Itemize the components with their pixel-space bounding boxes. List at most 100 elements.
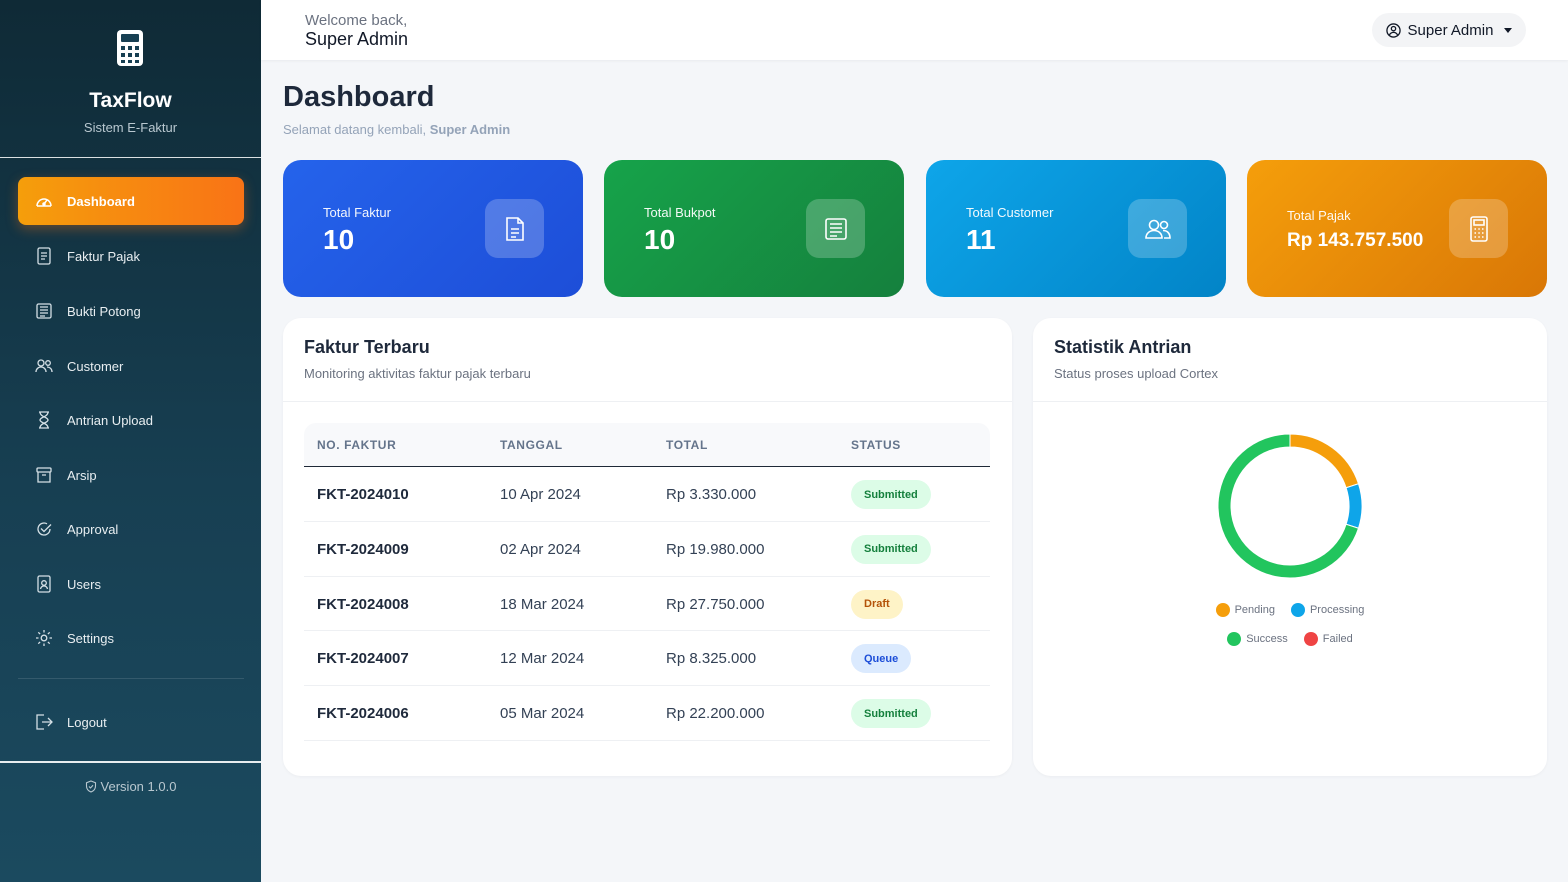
stat-card-total-customer[interactable]: Total Customer 11 — [926, 160, 1226, 297]
topbar: Welcome back, Super Admin Super Admin — [261, 0, 1568, 60]
stat-value: 11 — [966, 224, 996, 255]
queue-stats-panel: Statistik Antrian Status proses upload C… — [1033, 318, 1547, 776]
brand-subtitle: Sistem E-Faktur — [83, 120, 178, 135]
page-subtitle-name: Super Admin — [429, 122, 511, 137]
document-icon — [485, 199, 544, 258]
sidebar-item-settings[interactable]: Settings — [18, 614, 244, 662]
queue-donut-chart — [1217, 433, 1363, 579]
sidebar-item-label: Dashboard — [67, 193, 135, 209]
hourglass-icon — [35, 411, 53, 429]
table-row[interactable]: FKT-2024009 02 Apr 2024 Rp 19.980.000 Su… — [304, 522, 990, 577]
archive-icon — [35, 466, 53, 484]
user-menu-dropdown[interactable]: Super Admin — [1372, 13, 1526, 47]
sidebar-item-label: Faktur Pajak — [67, 248, 140, 264]
sidebar-item-users[interactable]: Users — [18, 560, 244, 608]
column-header: TANGGAL — [500, 438, 563, 452]
panel-title: Faktur Terbaru — [304, 337, 430, 357]
sidebar-item-dashboard[interactable]: Dashboard — [18, 177, 244, 225]
gear-icon — [35, 629, 53, 647]
check-circle-icon — [35, 520, 53, 538]
logout-button[interactable]: Logout — [18, 698, 244, 746]
version-label: Version 1.0.0 — [100, 779, 177, 794]
legend-label: Success — [1246, 633, 1288, 645]
panel-subtitle: Monitoring aktivitas faktur pajak terbar… — [304, 366, 531, 381]
legend-swatch — [1290, 603, 1305, 617]
sidebar-item-label: Users — [67, 576, 101, 592]
calculator-icon — [1449, 199, 1508, 258]
receipt-icon — [35, 302, 53, 320]
status-badge: Draft — [851, 589, 903, 619]
donut-slice-pending[interactable] — [1289, 433, 1360, 489]
welcome-text: Welcome back, — [305, 12, 408, 29]
shield-icon — [85, 780, 96, 793]
sidebar-item-antrian-upload[interactable]: Antrian Upload — [18, 396, 244, 444]
table-row[interactable]: FKT-2024008 18 Mar 2024 Rp 27.750.000 Dr… — [304, 577, 990, 632]
legend-swatch — [1303, 632, 1318, 646]
stat-value: 10 — [644, 224, 676, 255]
column-header: STATUS — [851, 438, 901, 452]
legend-item-failed[interactable]: Failed — [1303, 632, 1353, 646]
sidebar-item-label: Arsip — [67, 467, 97, 483]
stat-card-total-faktur[interactable]: Total Faktur 10 — [283, 160, 583, 297]
invoice-date: 18 Mar 2024 — [500, 595, 585, 613]
table-row[interactable]: FKT-2024006 05 Mar 2024 Rp 22.200.000 Su… — [304, 686, 990, 741]
chart-legend: Pending Processing — [1033, 603, 1547, 617]
column-header: TOTAL — [666, 438, 708, 452]
logout-label: Logout — [67, 714, 107, 730]
invoice-number: FKT-2024010 — [317, 486, 409, 503]
legend-swatch — [1215, 603, 1230, 617]
user-menu-label: Super Admin — [1407, 21, 1494, 39]
sidebar-item-label: Customer — [67, 358, 124, 374]
table-header: NO. FAKTUR TANGGAL TOTAL STATUS — [304, 423, 990, 467]
sidebar-item-arsip[interactable]: Arsip — [18, 451, 244, 499]
panel-title: Statistik Antrian — [1054, 337, 1192, 357]
sidebar-item-approval[interactable]: Approval — [18, 505, 244, 553]
sidebar-item-faktur-pajak[interactable]: Faktur Pajak — [18, 232, 244, 280]
invoice-number: FKT-2024008 — [317, 595, 409, 613]
donut-slice-success[interactable] — [1217, 433, 1360, 579]
status-badge: Submitted — [851, 534, 931, 564]
sidebar-item-label: Approval — [67, 521, 119, 537]
stat-label: Total Bukpot — [644, 205, 716, 220]
panel-header: Faktur Terbaru Monitoring aktivitas fakt… — [283, 318, 1012, 402]
invoice-table: NO. FAKTUR TANGGAL TOTAL STATUS FKT-2024… — [304, 423, 990, 741]
panel-header: Statistik Antrian Status proses upload C… — [1033, 318, 1547, 402]
sidebar-item-customer[interactable]: Customer — [18, 342, 244, 390]
page-title: Dashboard — [283, 81, 435, 113]
people-icon — [1128, 199, 1187, 258]
sidebar-item-bukti-potong[interactable]: Bukti Potong — [18, 287, 244, 335]
invoice-total: Rp 8.325.000 — [666, 650, 757, 668]
logout-icon — [35, 713, 53, 731]
stat-card-total-bukpot[interactable]: Total Bukpot 10 — [604, 160, 904, 297]
divider — [18, 678, 244, 679]
stat-card-total-pajak[interactable]: Total Pajak Rp 143.757.500 — [1247, 160, 1547, 297]
stat-label: Total Pajak — [1287, 208, 1351, 223]
user-badge-icon — [35, 575, 53, 593]
legend-item-processing[interactable]: Processing — [1290, 603, 1365, 617]
donut-slice-processing[interactable] — [1345, 483, 1363, 529]
column-header: NO. FAKTUR — [317, 438, 397, 452]
user-circle-icon — [1385, 22, 1401, 38]
table-row[interactable]: FKT-2024010 10 Apr 2024 Rp 3.330.000 Sub… — [304, 467, 990, 522]
invoice-number: FKT-2024007 — [317, 650, 409, 668]
legend-label: Pending — [1234, 604, 1275, 616]
invoice-total: Rp 19.980.000 — [666, 540, 765, 558]
document-icon — [35, 247, 53, 265]
people-icon — [35, 357, 53, 375]
legend-item-success[interactable]: Success — [1227, 632, 1288, 646]
legend-item-pending[interactable]: Pending — [1215, 603, 1275, 617]
receipt-icon — [806, 199, 865, 258]
invoice-date: 10 Apr 2024 — [500, 486, 581, 503]
sidebar-item-label: Settings — [67, 630, 114, 646]
legend-label: Processing — [1309, 604, 1365, 616]
table-row[interactable]: FKT-2024007 12 Mar 2024 Rp 8.325.000 Que… — [304, 631, 990, 687]
welcome-user-name: Super Admin — [305, 29, 409, 49]
stat-value: 10 — [323, 224, 355, 255]
sidebar: TaxFlow Sistem E-Faktur Dashboard Faktur… — [0, 0, 261, 882]
sidebar-item-label: Bukti Potong — [67, 303, 141, 319]
invoice-total: Rp 3.330.000 — [666, 486, 757, 503]
stat-value: Rp 143.757.500 — [1287, 230, 1424, 251]
chart-legend: Success Failed — [1033, 632, 1547, 646]
invoice-total: Rp 22.200.000 — [666, 705, 765, 723]
invoice-total: Rp 27.750.000 — [666, 595, 765, 613]
